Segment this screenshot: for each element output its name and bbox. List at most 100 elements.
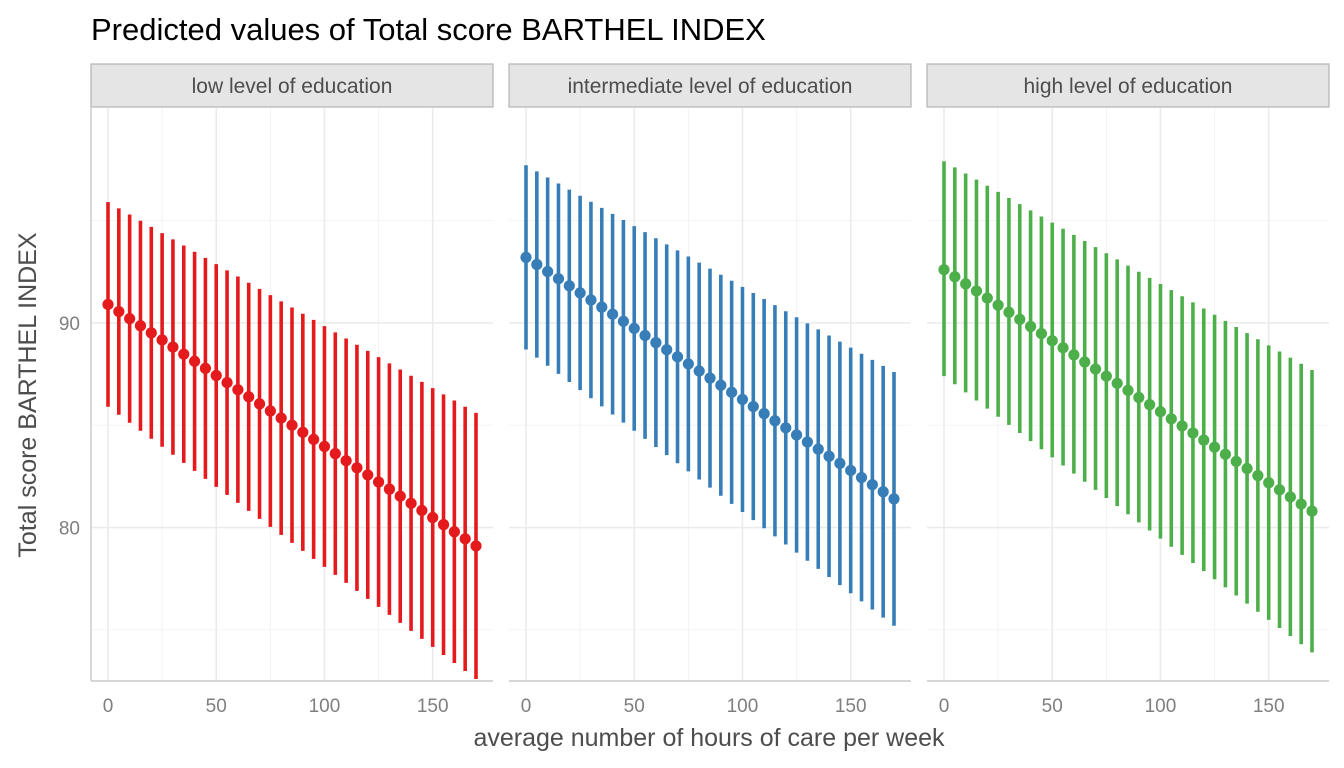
facet-panel: intermediate level of education 0 50 100 150 [508,63,912,717]
data-point [704,372,716,384]
facet-strip-label: low level of education [192,75,393,98]
data-point [1219,448,1232,460]
data-point [156,334,168,346]
data-point [1241,462,1253,475]
data-point [960,278,972,290]
x-tick-label: 150 [417,696,449,717]
data-point [650,337,662,349]
data-point [715,379,727,391]
data-point [188,355,201,367]
data-point [1089,363,1102,375]
data-point [845,464,857,477]
data-point [1176,420,1188,432]
y-axis-title: Total score BARTHEL INDEX [14,232,42,557]
data-point [981,292,993,304]
data-point [351,462,363,474]
x-tick-label: 150 [835,696,867,717]
data-point [639,329,651,342]
data-point [383,483,396,495]
facet-strip-label: high level of education [1024,75,1233,98]
data-point [1208,441,1221,453]
data-point [405,497,417,509]
data-point [264,405,276,417]
data-point [448,526,460,538]
data-point [427,511,439,524]
data-point [221,376,233,389]
data-point [243,391,255,403]
data-point [596,301,608,313]
x-tick-label: 100 [309,696,341,717]
data-point [113,305,125,318]
facet-strip [90,63,494,108]
data-point [855,471,868,484]
data-point [394,490,406,502]
x-tick-label: 0 [939,696,950,717]
data-point [124,313,136,325]
data-point [297,426,309,438]
data-point [459,533,471,545]
data-point [1003,306,1015,318]
data-point [563,280,575,292]
data-point [747,400,759,413]
data-point [1273,484,1286,496]
data-point [1133,391,1145,404]
y-tick-label: 80 [59,519,80,540]
y-axis: 80 90 [59,108,92,681]
x-tick-label: 100 [1145,696,1177,717]
data-point [531,258,543,271]
data-point [1263,477,1275,489]
facet-panel: low level of education 0 50 100 150 [90,63,494,717]
data-point [1111,377,1123,389]
facet-strip-label: intermediate level of education [568,75,853,98]
y-tick-label: 90 [59,314,80,335]
data-point [1100,370,1112,382]
data-point [178,348,190,360]
facet-panel: high level of education 0 50 100 150 [926,63,1330,717]
data-point [823,450,835,462]
data-point [470,540,482,552]
data-point [210,369,222,382]
data-point [1230,455,1242,468]
data-point [1024,320,1037,333]
data-point [812,443,824,455]
data-point [834,457,846,469]
data-point [574,287,586,299]
facet-strip [508,63,912,108]
data-point [372,476,385,488]
data-point [661,344,673,356]
data-point [1154,406,1167,418]
data-point [693,365,705,377]
data-point [726,386,738,398]
data-point [671,351,684,363]
data-point [585,294,597,306]
data-point [167,341,179,353]
data-point [308,433,320,446]
data-point [736,393,749,406]
data-point [1144,399,1156,411]
data-point [362,469,374,481]
data-point [1306,505,1318,517]
data-point [992,299,1004,311]
data-point [1035,327,1048,340]
data-point [606,308,619,320]
data-point [542,265,554,278]
data-point [758,408,770,420]
x-tick-label: 0 [103,696,114,717]
data-point [275,412,287,424]
data-point [134,320,147,332]
data-point [318,440,331,453]
data-point [769,415,781,427]
data-point [970,285,983,297]
data-point [682,358,694,370]
data-point [102,298,114,311]
data-point [949,271,961,283]
data-point [145,327,157,339]
x-tick-label: 50 [206,696,227,717]
data-point [520,251,532,263]
data-point [1122,384,1134,397]
data-point [801,436,814,448]
data-point [1165,413,1177,425]
data-point [1057,342,1069,354]
data-point [780,422,792,434]
